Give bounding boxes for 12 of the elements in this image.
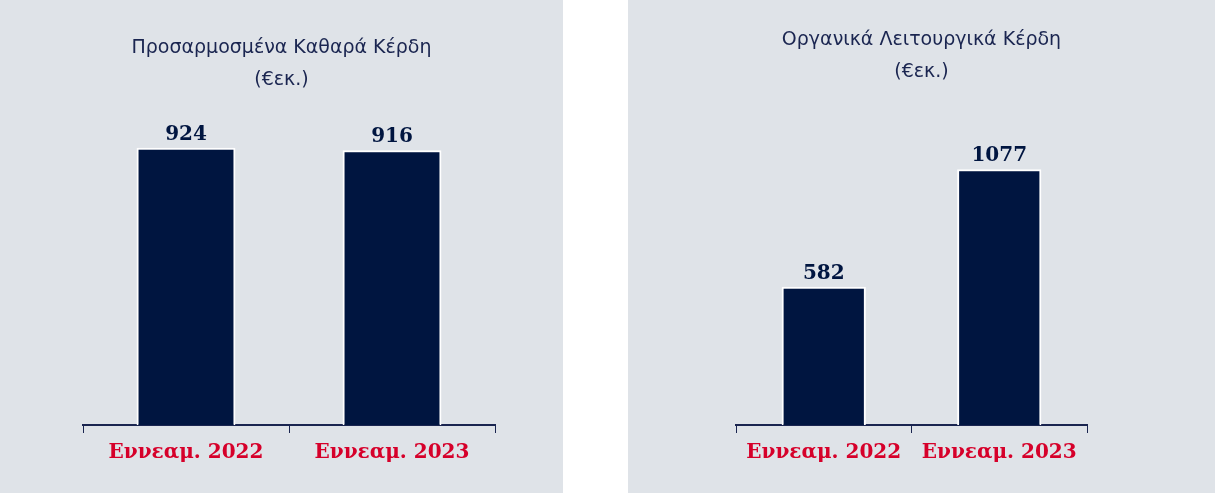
x-tick-label: Εννεαμ. 2022: [746, 439, 902, 464]
chart-subtitle: (€εκ.): [253, 66, 310, 91]
data-label: 582: [802, 259, 845, 284]
data-label: 916: [371, 123, 413, 148]
chart-title: Προσαρμοσμένα Καθαρά Κέρδη: [130, 34, 433, 59]
x-tick-label: Εννεαμ. 2023: [314, 439, 470, 464]
x-tick-label: Εννεαμ. 2022: [108, 439, 264, 464]
data-label: 924: [165, 121, 207, 145]
data-label: 1077: [971, 142, 1028, 167]
x-tick-label: Εννεαμ. 2023: [921, 439, 1077, 464]
chart-title: Οργανικά Λειτουργικά Κέρδη: [780, 26, 1063, 51]
chart-subtitle: (€εκ.): [893, 58, 950, 83]
